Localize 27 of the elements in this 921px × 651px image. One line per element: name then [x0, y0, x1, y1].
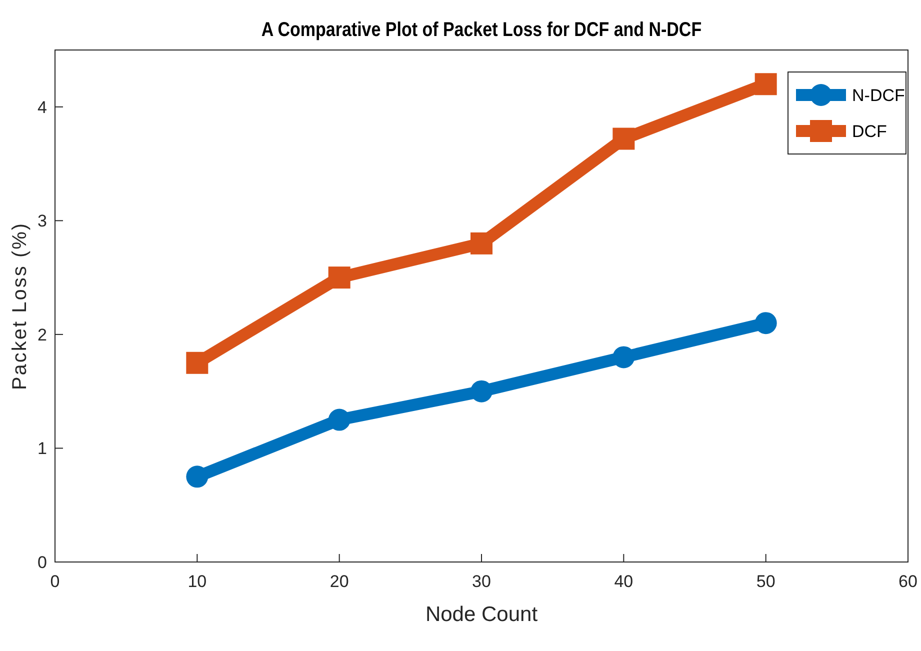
- point: [754, 312, 777, 334]
- point: [186, 466, 208, 488]
- x-tick-label: 20: [330, 572, 349, 591]
- y-tick-label: 2: [38, 325, 47, 344]
- legend-label: DCF: [852, 122, 887, 141]
- y-axis-title: Packet Loss (%): [9, 222, 31, 390]
- x-tick-label: 60: [898, 572, 918, 591]
- y-tick-label: 0: [38, 553, 47, 572]
- y-tick-label: 4: [38, 98, 47, 117]
- point: [328, 408, 350, 431]
- x-tick-label: 30: [472, 572, 491, 591]
- legend-label: N-DCF: [852, 86, 905, 105]
- point: [754, 73, 777, 96]
- point: [612, 128, 635, 150]
- x-tick-label: 10: [188, 572, 207, 591]
- point: [612, 346, 635, 368]
- x-tick-label: 0: [50, 572, 60, 591]
- x-axis-title: Node Count: [425, 603, 538, 626]
- point: [470, 232, 492, 254]
- point: [328, 266, 350, 289]
- y-tick-label: 3: [38, 212, 47, 231]
- x-tick-label: 40: [614, 572, 634, 591]
- x-tick-label: 50: [756, 572, 776, 591]
- y-tick-label: 1: [38, 439, 47, 458]
- point: [186, 352, 208, 374]
- chart-title: A Comparative Plot of Packet Loss for DCF and N-DCF: [261, 18, 702, 40]
- point: [470, 380, 492, 402]
